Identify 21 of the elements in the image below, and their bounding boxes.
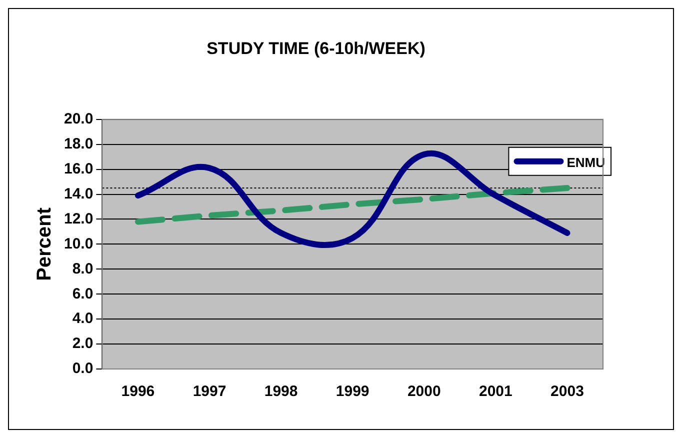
x-tick-label: 1998 (264, 383, 298, 400)
y-axis-title: Percent (34, 207, 56, 281)
y-tick-label: 12.0 (64, 210, 94, 228)
y-tick-label: 0.0 (72, 360, 94, 378)
y-tick-label: 6.0 (72, 285, 94, 302)
y-tick-label: 16.0 (64, 160, 94, 178)
y-tick-label: 4.0 (72, 310, 94, 328)
x-tick-label: 2000 (407, 383, 441, 400)
y-tick-label: 14.0 (64, 185, 94, 202)
chart-title: STUDY TIME (6-10h/WEEK) (206, 38, 426, 58)
y-tick-label: 20.0 (64, 110, 94, 128)
x-tick-label: 2001 (478, 383, 512, 400)
x-tick-label: 1996 (121, 383, 155, 400)
y-tick-label: 8.0 (72, 260, 94, 278)
x-tick-label: 1999 (336, 383, 370, 400)
legend-label: ENMU (566, 154, 606, 170)
y-tick-label: 2.0 (72, 335, 94, 352)
x-tick-label: 2003 (550, 383, 584, 400)
x-tick-label: 1997 (192, 383, 226, 400)
y-tick-label: 18.0 (64, 136, 94, 152)
y-tick-label: 10.0 (64, 235, 94, 252)
